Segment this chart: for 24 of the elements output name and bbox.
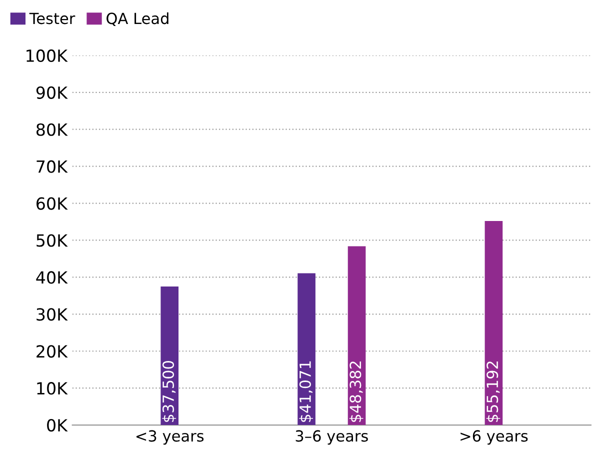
data-label: $55,192 (486, 362, 500, 422)
x-tick-label: >6 years (460, 430, 528, 445)
y-tick-label: 70K (36, 160, 68, 173)
bar (160, 286, 179, 426)
bar (348, 246, 366, 426)
y-tick-label: 20K (36, 345, 68, 358)
y-tick-label: 60K (36, 197, 68, 210)
legend-label: Tester (29, 12, 76, 24)
data-label: $37,500 (162, 361, 176, 422)
y-tick-label: 30K (36, 308, 68, 321)
y-tick-label: 100K (26, 49, 68, 62)
bar (484, 221, 503, 426)
y-tick-label: 40K (36, 271, 68, 284)
data-label: $48,382 (349, 362, 364, 422)
x-tick-label: <3 years (136, 430, 204, 445)
legend-label: QA Lead (106, 12, 168, 26)
y-tick-label: 50K (36, 234, 68, 247)
y-tick-label: 90K (36, 86, 68, 99)
y-tick-label: 10K (37, 382, 68, 395)
data-label: $41,071 (299, 361, 313, 422)
x-tick-label: 3–6 years (296, 430, 368, 445)
y-tick-label: 0K (47, 419, 68, 432)
y-tick-label: 80K (36, 123, 68, 136)
bar (298, 273, 316, 426)
